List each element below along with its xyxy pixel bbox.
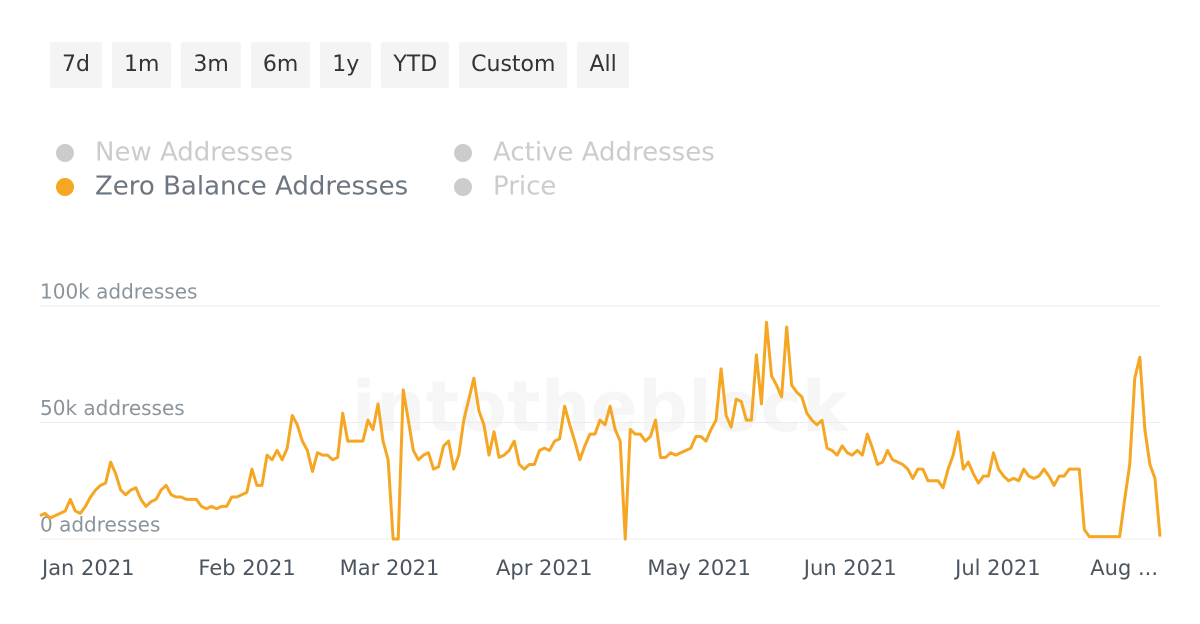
range-button[interactable]: YTD <box>381 42 450 88</box>
range-button[interactable]: 3m <box>181 42 241 88</box>
range-buttons: 7d 1m 3m 6m 1y YTD Custom All <box>50 42 629 88</box>
x-tick-label: Jun 2021 <box>802 556 897 580</box>
legend-label: Active Addresses <box>493 138 715 168</box>
range-button[interactable]: 7d <box>50 42 102 88</box>
y-tick-label: 100k addresses <box>40 280 197 304</box>
x-tick-label: Mar 2021 <box>340 556 440 580</box>
legend-marker <box>56 144 74 162</box>
range-button[interactable]: Custom <box>459 42 568 88</box>
legend-label: New Addresses <box>95 138 293 168</box>
x-tick-label: Apr 2021 <box>496 556 592 580</box>
x-tick-label: Feb 2021 <box>198 556 295 580</box>
y-tick-label: 0 addresses <box>40 513 160 537</box>
x-tick-label: Jul 2021 <box>953 556 1040 580</box>
range-button[interactable]: 6m <box>250 42 311 88</box>
y-tick-label: 50k addresses <box>40 396 185 420</box>
legend-marker <box>454 144 472 162</box>
x-tick-label: May 2021 <box>647 556 751 580</box>
line-series <box>39 320 1162 541</box>
legend-label: Zero Balance Addresses <box>95 172 408 202</box>
range-button[interactable]: All <box>577 42 629 88</box>
range-button[interactable]: 1m <box>111 42 172 88</box>
legend-marker <box>56 178 74 196</box>
legend-label: Price <box>493 172 556 202</box>
range-button[interactable]: 1y <box>320 42 372 88</box>
legend-marker <box>454 178 472 196</box>
x-tick-label: Aug ... <box>1090 556 1158 580</box>
x-tick-label: Jan 2021 <box>40 556 135 580</box>
watermark: intotheblock <box>352 366 850 448</box>
